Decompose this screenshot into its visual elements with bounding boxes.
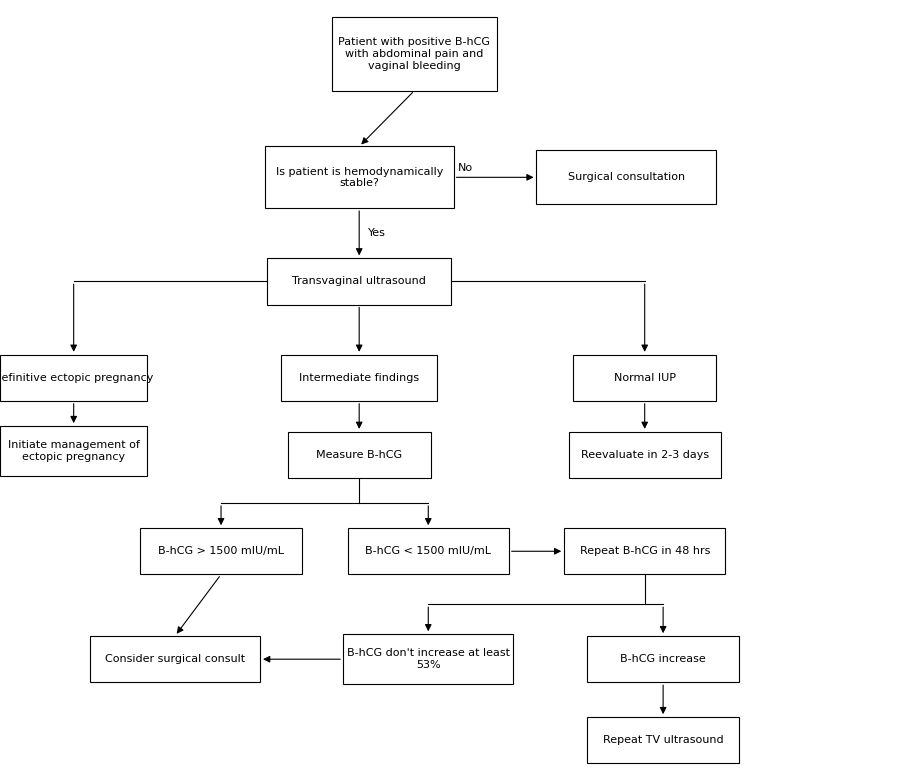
Bar	[265, 146, 453, 208]
Text: Definitive ectopic pregnancy: Definitive ectopic pregnancy	[0, 373, 154, 382]
Text: Normal IUP: Normal IUP	[613, 373, 676, 382]
Text: Transvaginal ultrasound: Transvaginal ultrasound	[292, 277, 426, 286]
Bar	[281, 355, 437, 401]
Bar	[90, 636, 260, 682]
Text: Repeat TV ultrasound: Repeat TV ultrasound	[603, 736, 723, 745]
Text: Surgical consultation: Surgical consultation	[567, 173, 685, 182]
Bar	[332, 17, 497, 91]
Text: B-hCG > 1500 mIU/mL: B-hCG > 1500 mIU/mL	[158, 547, 284, 556]
Text: Consider surgical consult: Consider surgical consult	[105, 655, 245, 664]
Bar	[348, 528, 508, 574]
Text: B-hCG increase: B-hCG increase	[620, 655, 706, 664]
Bar	[568, 432, 720, 478]
Bar	[536, 150, 717, 204]
Text: B-hCG don't increase at least
53%: B-hCG don't increase at least 53%	[347, 648, 509, 670]
Bar	[140, 528, 302, 574]
Text: Reevaluate in 2-3 days: Reevaluate in 2-3 days	[580, 450, 709, 460]
Text: Measure B-hCG: Measure B-hCG	[316, 450, 402, 460]
Bar	[573, 355, 717, 401]
Bar	[588, 717, 739, 763]
Text: Is patient is hemodynamically
stable?: Is patient is hemodynamically stable?	[275, 167, 443, 188]
Bar	[564, 528, 725, 574]
Text: Patient with positive B-hCG
with abdominal pain and
vaginal bleeding: Patient with positive B-hCG with abdomin…	[338, 37, 491, 71]
Text: Intermediate findings: Intermediate findings	[299, 373, 419, 382]
Bar	[588, 636, 739, 682]
Bar	[0, 426, 147, 476]
Bar	[267, 258, 451, 305]
Bar	[344, 634, 514, 685]
Text: No: No	[459, 163, 473, 173]
Bar	[0, 355, 147, 401]
Text: B-hCG < 1500 mIU/mL: B-hCG < 1500 mIU/mL	[366, 547, 491, 556]
Text: Yes: Yes	[368, 228, 386, 238]
Text: Repeat B-hCG in 48 hrs: Repeat B-hCG in 48 hrs	[579, 547, 710, 556]
Text: Initiate management of
ectopic pregnancy: Initiate management of ectopic pregnancy	[7, 440, 140, 462]
Bar	[287, 432, 431, 478]
